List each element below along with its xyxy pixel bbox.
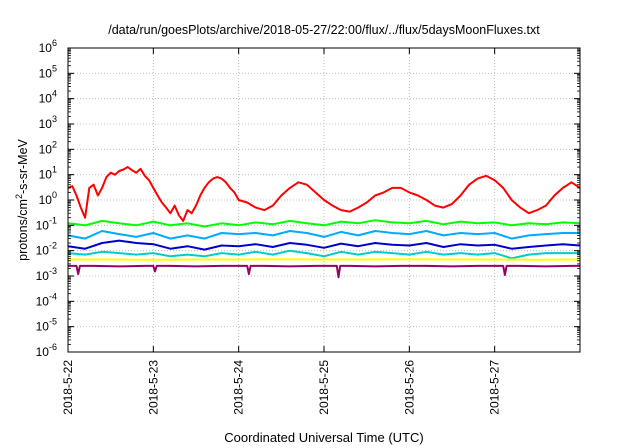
series-line-6 — [68, 264, 580, 279]
x-tick-label: 2018-5-22 — [61, 360, 75, 415]
y-axis-label: protons/cm2-s-sr-MeV — [14, 138, 30, 260]
series-line-5 — [68, 258, 581, 261]
series-line-0 — [67, 166, 581, 222]
y-tick-label: 10-5 — [36, 317, 57, 334]
series-group — [67, 166, 581, 279]
y-tick-label: 103 — [39, 114, 57, 131]
x-axis: 2018-5-22 2018-5-23 2018-5-24 2018-5-25 2018… — [61, 48, 502, 415]
x-tick-label: 2018-5-23 — [146, 360, 160, 415]
y-axis: 10-6 10-5 10-4 10-3 10-2 10-1 100 101 102 103 104 1… — [36, 38, 580, 359]
y-tick-label: 102 — [39, 139, 57, 156]
series-line-1 — [67, 219, 581, 228]
series-line-2 — [67, 230, 580, 240]
y-tick-label: 100 — [39, 190, 57, 207]
x-axis-label: Coordinated Universal Time (UTC) — [224, 430, 423, 445]
grid — [67, 48, 580, 352]
y-tick-label: 10-4 — [36, 291, 57, 308]
y-tick-label: 101 — [39, 165, 57, 182]
y-tick-label: 10-6 — [36, 342, 57, 359]
series-line-4 — [67, 249, 580, 260]
series-line-3 — [67, 239, 581, 251]
x-tick-label: 2018-5-25 — [317, 360, 331, 415]
y-tick-label: 10-3 — [36, 266, 57, 283]
y-tick-label: 10-1 — [36, 215, 57, 232]
y-tick-label: 10-2 — [36, 241, 57, 258]
y-tick-label: 104 — [39, 89, 57, 106]
y-tick-label: 105 — [39, 63, 57, 80]
x-tick-label: 2018-5-26 — [402, 360, 416, 415]
y-tick-label: 106 — [39, 38, 57, 55]
x-tick-label: 2018-5-27 — [488, 360, 502, 415]
chart-title: /data/run/goesPlots/archive/2018-05-27/2… — [108, 23, 540, 37]
x-tick-label: 2018-5-24 — [232, 360, 246, 415]
